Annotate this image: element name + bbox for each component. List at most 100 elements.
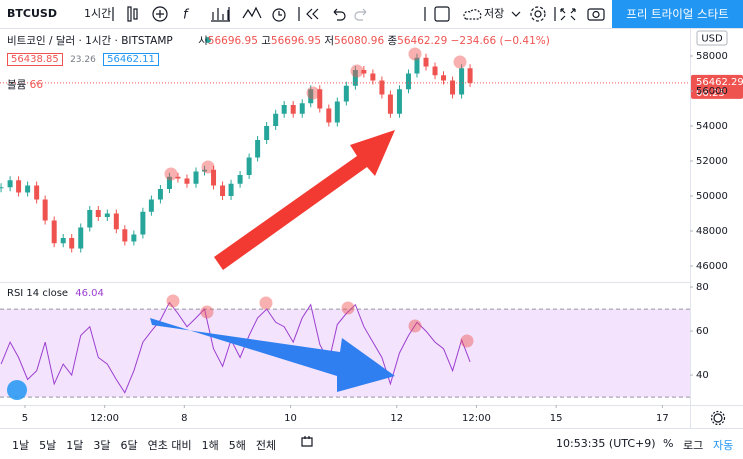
y-tick-label: 80 xyxy=(696,282,709,293)
legend-change: −234.66 (−0.41%) xyxy=(450,35,550,47)
candle-body xyxy=(140,211,146,235)
range-button[interactable]: 연초 대비 xyxy=(147,439,192,452)
spread: 23.26 xyxy=(70,55,96,65)
candle-body xyxy=(459,68,465,95)
toolbar-icons: f xyxy=(112,6,726,447)
legend-close-label: 종 xyxy=(387,35,398,47)
y-tick-label: 54000 xyxy=(696,121,728,132)
candle-body xyxy=(69,238,75,249)
legend-title: 비트코인 / 달러 · 1시간 · BITSTAMP xyxy=(7,35,173,47)
y-tick-label: 50000 xyxy=(696,191,728,202)
candle-body xyxy=(281,105,287,114)
interval[interactable]: 1시간 xyxy=(84,7,112,20)
peak-marker xyxy=(460,334,474,348)
range-buttons: 1날 5날 1달 3달 6달 연초 대비 1해 5해 전체 xyxy=(12,437,276,453)
peak-marker xyxy=(341,301,355,315)
candle-body xyxy=(34,185,40,200)
volume-value: 66 xyxy=(29,79,44,91)
range-button[interactable]: 1해 xyxy=(201,439,219,452)
trial-button[interactable]: 프리 트라이얼 스타트 xyxy=(626,7,729,21)
candle-body xyxy=(42,199,48,221)
volume-label: 볼륨 xyxy=(7,79,27,91)
clock: 10:53:35 (UTC+9) xyxy=(556,437,656,450)
legend-high: 56696.95 xyxy=(270,35,322,47)
ask[interactable]: 56462.11 xyxy=(103,53,159,66)
peak-marker xyxy=(259,296,273,310)
candle-body xyxy=(246,157,252,176)
peak-marker xyxy=(408,47,422,61)
candle-body xyxy=(299,103,305,114)
blue-arrow xyxy=(150,318,395,392)
trial-button-bg[interactable] xyxy=(612,0,743,28)
rsi-value: 46.04 xyxy=(75,288,104,299)
legend-main: 비트코인 / 달러 · 1시간 · BITSTAMP 시56696.95 고56… xyxy=(7,33,550,48)
candle-body xyxy=(175,176,181,179)
bid[interactable]: 56438.85 xyxy=(7,53,63,66)
candle-body xyxy=(255,140,261,158)
candle-body xyxy=(343,85,349,102)
candle-body xyxy=(273,113,279,127)
candle-body xyxy=(0,187,4,189)
save-button[interactable]: 저장 xyxy=(484,7,505,20)
countdown: 06:25 xyxy=(696,88,725,99)
red-arrow xyxy=(214,130,395,270)
x-tick-label: 5 xyxy=(22,413,28,424)
range-button[interactable]: 전체 xyxy=(255,439,277,452)
candle-body xyxy=(467,68,473,83)
log-toggle[interactable]: 로그 xyxy=(683,439,704,452)
candle-body xyxy=(290,105,296,114)
candle-body xyxy=(432,66,438,76)
candle-body xyxy=(193,171,199,184)
candle-body xyxy=(387,94,393,114)
y-tick-label: 56000 xyxy=(696,86,728,97)
last-price: 56462.29 xyxy=(696,77,743,88)
x-tick-label: 8 xyxy=(181,413,187,424)
candle-body xyxy=(228,183,234,197)
candle-body xyxy=(87,210,93,228)
currency: USD xyxy=(701,34,723,45)
x-tick-label: 12:00 xyxy=(462,413,491,424)
legend-low: 56080.96 xyxy=(334,35,385,47)
quote-row: 56438.85 23.26 56462.11 xyxy=(7,53,159,67)
candle-body xyxy=(264,126,270,141)
range-button[interactable]: 5날 xyxy=(39,439,57,452)
auto-toggle[interactable]: 자동 xyxy=(713,439,734,452)
legend-open: 56696.95 xyxy=(207,35,258,47)
peak-marker xyxy=(200,305,214,319)
percent-toggle[interactable]: % xyxy=(663,437,674,450)
logo xyxy=(7,380,27,400)
y-tick-label: 46000 xyxy=(696,261,728,272)
candle-body xyxy=(308,89,314,104)
x-tick-label: 12:00 xyxy=(90,413,119,424)
candle-body xyxy=(157,189,163,200)
x-tick-label: 12 xyxy=(390,413,403,424)
candle-body xyxy=(379,80,385,95)
x-tick-label: 10 xyxy=(284,413,297,424)
candle-body xyxy=(78,227,84,249)
currency-box xyxy=(696,30,728,46)
peak-marker xyxy=(164,167,178,181)
rsi-label: RSI 14 close xyxy=(7,288,69,299)
y-tick-label: 60 xyxy=(696,326,709,337)
range-button[interactable]: 3달 xyxy=(93,439,111,452)
range-button[interactable]: 5해 xyxy=(228,439,246,452)
peak-marker xyxy=(453,55,467,69)
candle-body xyxy=(113,213,119,230)
candle-body xyxy=(60,238,66,244)
candle-body xyxy=(405,73,411,90)
candle-body xyxy=(202,169,208,172)
range-button[interactable]: 1달 xyxy=(66,439,84,452)
candle-body xyxy=(104,213,110,218)
x-tick-label: 15 xyxy=(550,413,563,424)
y-tick-label: 48000 xyxy=(696,226,728,237)
candle-body xyxy=(16,180,22,193)
peak-marker xyxy=(350,64,364,78)
y-tick-label: 52000 xyxy=(696,156,728,167)
candle-body xyxy=(7,180,13,188)
range-button[interactable]: 1날 xyxy=(12,439,30,452)
range-button[interactable]: 6달 xyxy=(120,439,138,452)
symbol[interactable]: BTCUSD xyxy=(7,7,57,20)
volume-legend: 볼륨 66 xyxy=(7,77,43,92)
legend-low-label: 저 xyxy=(324,35,335,47)
